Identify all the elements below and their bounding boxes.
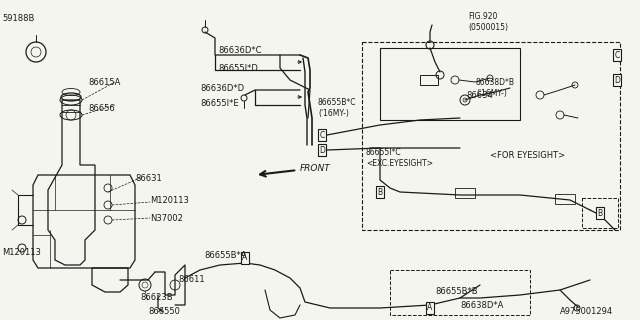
Text: 59188B: 59188B [2,13,35,22]
Text: 86636D*C: 86636D*C [218,45,262,54]
Text: M120113: M120113 [2,247,41,257]
Text: 86655B*A: 86655B*A [204,251,246,260]
Text: 86611: 86611 [178,276,205,284]
Bar [555,194,575,204]
Text: 866550: 866550 [148,308,180,316]
Text: 86634: 86634 [466,91,493,100]
Text: A: A [428,303,433,313]
Text: 86656: 86656 [88,103,115,113]
Text: 86655I*E: 86655I*E [200,99,239,108]
Text: FRONT: FRONT [260,164,331,177]
Text: A: A [243,253,248,262]
Text: 86655I*C
<EXC.EYESIGHT>: 86655I*C <EXC.EYESIGHT> [366,148,433,168]
Text: C: C [319,131,324,140]
Text: M120113: M120113 [150,196,189,204]
Text: D: D [319,146,325,155]
Text: <FOR EYESIGHT>: <FOR EYESIGHT> [490,150,565,159]
Text: FIG.920
(0500015): FIG.920 (0500015) [468,12,508,32]
Text: 86631: 86631 [135,173,162,182]
Bar [455,188,475,198]
Text: N37002: N37002 [150,213,183,222]
Text: 86655B*C
('16MY-): 86655B*C ('16MY-) [318,98,356,118]
Text: 86623B: 86623B [140,292,173,301]
Text: D: D [614,76,620,84]
Text: 86615A: 86615A [88,77,120,86]
Text: B: B [378,188,383,196]
Text: 86636D*D: 86636D*D [200,84,244,92]
Text: 86655B*B: 86655B*B [435,287,477,297]
Text: B: B [597,209,603,218]
Text: C: C [614,51,620,60]
Text: 86655I*D: 86655I*D [218,63,258,73]
Text: A975001294: A975001294 [560,308,613,316]
Bar [420,75,438,85]
Text: 86638D*A: 86638D*A [460,300,504,309]
Text: 86638D*B
('16MY-): 86638D*B ('16MY-) [476,78,515,98]
